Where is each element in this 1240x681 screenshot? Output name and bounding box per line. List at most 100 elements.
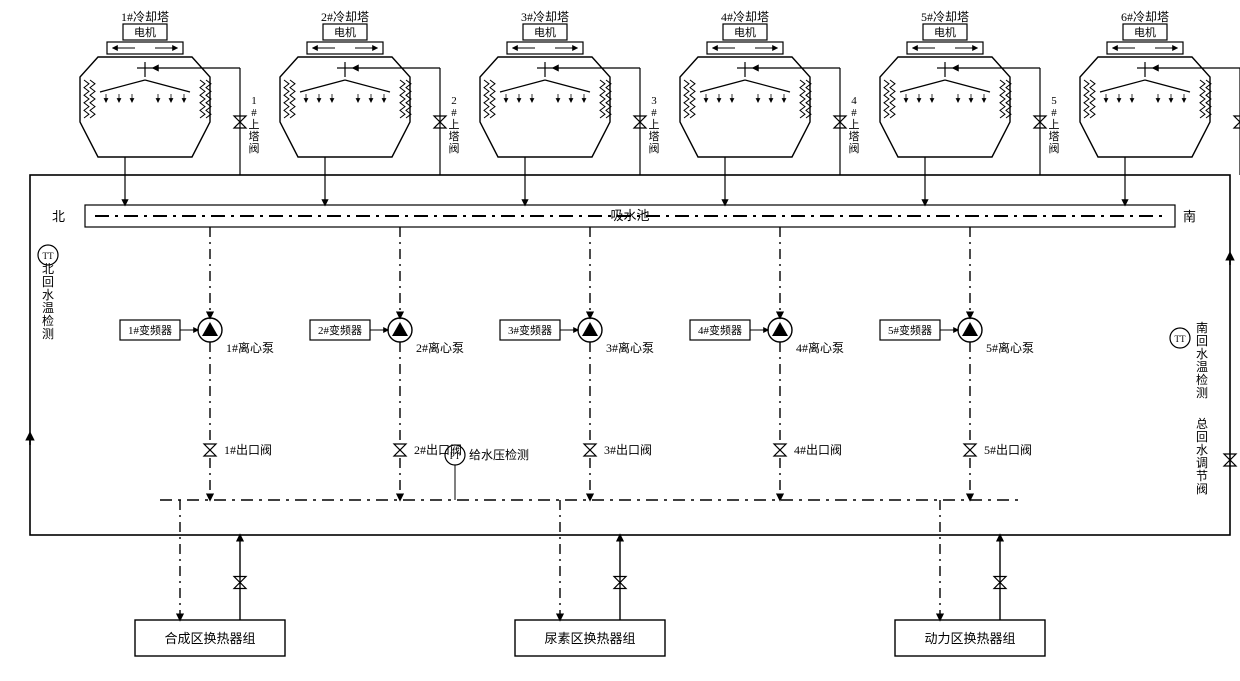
riser-valve-label: 4#上塔阀 <box>849 95 860 155</box>
svg-text:4: 4 <box>851 95 857 107</box>
svg-text:阀: 阀 <box>649 141 660 155</box>
svg-text:塔: 塔 <box>449 130 460 143</box>
outlet-valve-label: 4#出口阀 <box>794 443 842 457</box>
vfd-label: 3#变频器 <box>508 323 552 337</box>
svg-text:上: 上 <box>849 118 860 131</box>
exchanger-label: 尿素区换热器组 <box>544 631 635 646</box>
svg-text:2: 2 <box>451 95 457 107</box>
motor-label: 电机 <box>334 25 356 39</box>
motor-label: 电机 <box>1134 25 1156 39</box>
svg-text:阀: 阀 <box>1049 141 1060 155</box>
svg-text:阀: 阀 <box>249 141 260 155</box>
vfd-label: 1#变频器 <box>128 323 172 337</box>
tower-title: 3#冷却塔 <box>521 10 569 24</box>
valve-icon <box>774 444 786 456</box>
motor-label: 电机 <box>734 25 756 39</box>
svg-text:#: # <box>251 107 257 119</box>
reservoir-label: 吸水池 <box>610 208 649 223</box>
tower-title: 4#冷却塔 <box>721 10 769 24</box>
exchanger-label: 合成区换热器组 <box>164 631 255 646</box>
south-label: 南 <box>1183 209 1196 224</box>
svg-text:塔: 塔 <box>1049 130 1060 143</box>
svg-text:#: # <box>451 107 457 119</box>
valve-icon <box>584 444 596 456</box>
svg-text:测: 测 <box>42 327 54 341</box>
valve-icon <box>394 444 406 456</box>
svg-text:1: 1 <box>251 95 257 107</box>
svg-text:PT: PT <box>450 451 461 461</box>
svg-text:5: 5 <box>1051 95 1057 107</box>
tt-right-label: 南回水温检测 <box>1196 320 1208 400</box>
pt-label: 给水压检测 <box>469 447 529 462</box>
svg-text:水: 水 <box>42 288 54 302</box>
pump-label: 1#离心泵 <box>226 340 274 355</box>
svg-text:检: 检 <box>1196 372 1208 387</box>
svg-text:回: 回 <box>1196 334 1208 348</box>
valve-icon <box>204 444 216 456</box>
pump-label: 4#离心泵 <box>796 340 844 355</box>
outlet-valve-label: 5#出口阀 <box>984 443 1032 457</box>
outlet-valve-label: 1#出口阀 <box>224 443 272 457</box>
return-valve-label: 总回水调节阀 <box>1196 417 1208 496</box>
tt-left-label: 北回水温检测 <box>42 262 54 341</box>
riser-valve-label: 2#上塔阀 <box>449 95 460 155</box>
outlet-valve-label: 3#出口阀 <box>604 443 652 457</box>
motor-label: 电机 <box>934 25 956 39</box>
motor-label: 电机 <box>134 25 156 39</box>
instrument-tt: TT <box>1170 328 1190 348</box>
pump-label: 3#离心泵 <box>606 340 654 355</box>
tower-title: 2#冷却塔 <box>321 10 369 24</box>
svg-text:阀: 阀 <box>849 141 860 155</box>
pump-label: 2#离心泵 <box>416 340 464 355</box>
svg-text:回: 回 <box>42 275 54 289</box>
svg-text:阀: 阀 <box>1196 482 1208 496</box>
svg-text:塔: 塔 <box>249 130 260 143</box>
svg-text:3: 3 <box>651 95 657 107</box>
motor-label: 电机 <box>534 25 556 39</box>
svg-text:塔: 塔 <box>849 130 860 143</box>
pump-icon <box>578 318 602 342</box>
svg-text:#: # <box>651 107 657 119</box>
tower-title: 1#冷却塔 <box>121 10 169 24</box>
valve-icon <box>1234 116 1240 128</box>
tower-title: 5#冷却塔 <box>921 10 969 24</box>
exchanger-label: 动力区换热器组 <box>924 631 1015 646</box>
svg-text:北: 北 <box>42 262 54 276</box>
svg-text:测: 测 <box>1196 386 1208 400</box>
svg-text:TT: TT <box>1175 334 1186 344</box>
svg-text:上: 上 <box>1049 118 1060 131</box>
riser-valve-label: 1#上塔阀 <box>249 95 260 155</box>
svg-text:温: 温 <box>1196 360 1208 374</box>
svg-text:水: 水 <box>1196 443 1208 457</box>
svg-text:#: # <box>851 107 857 119</box>
svg-text:温: 温 <box>42 301 54 315</box>
svg-text:总: 总 <box>1196 417 1208 431</box>
vfd-label: 4#变频器 <box>698 323 742 337</box>
vfd-label: 5#变频器 <box>888 323 932 337</box>
svg-text:南: 南 <box>1196 320 1208 335</box>
tower-title: 6#冷却塔 <box>1121 10 1169 24</box>
valve-icon <box>964 444 976 456</box>
svg-text:上: 上 <box>449 118 460 131</box>
riser-valve-label: 5#上塔阀 <box>1049 95 1060 155</box>
svg-text:上: 上 <box>249 118 260 131</box>
svg-text:上: 上 <box>649 118 660 131</box>
riser-valve-label: 3#上塔阀 <box>649 95 660 155</box>
svg-text:水: 水 <box>1196 347 1208 361</box>
svg-text:#: # <box>1051 107 1057 119</box>
vfd-label: 2#变频器 <box>318 323 362 337</box>
svg-text:调: 调 <box>1196 456 1208 470</box>
pump-icon <box>388 318 412 342</box>
north-label: 北 <box>52 209 65 224</box>
pump-icon <box>768 318 792 342</box>
svg-text:TT: TT <box>43 251 54 261</box>
process-flow-diagram: 1#冷却塔电机1#上塔阀2#冷却塔电机2#上塔阀3#冷却塔电机3#上塔阀4#冷却… <box>10 10 1240 671</box>
pump-icon <box>958 318 982 342</box>
svg-text:节: 节 <box>1196 469 1208 483</box>
pump-icon <box>198 318 222 342</box>
svg-text:塔: 塔 <box>649 130 660 143</box>
svg-text:阀: 阀 <box>449 141 460 155</box>
svg-text:检: 检 <box>42 313 54 328</box>
svg-text:回: 回 <box>1196 430 1208 444</box>
pump-label: 5#离心泵 <box>986 340 1034 355</box>
